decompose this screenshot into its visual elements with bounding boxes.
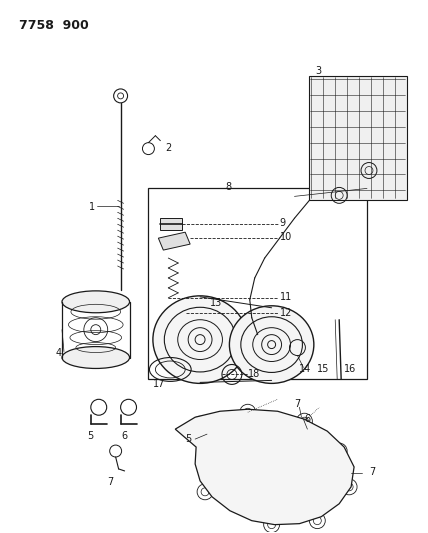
Text: 11: 11: [279, 292, 292, 302]
Text: 6: 6: [304, 414, 311, 424]
Text: 5: 5: [88, 431, 94, 441]
Bar: [160, 218, 182, 230]
Text: 15: 15: [317, 365, 330, 375]
Text: 3: 3: [315, 66, 321, 76]
Text: 7: 7: [294, 399, 301, 409]
Text: 17: 17: [153, 379, 166, 390]
Text: 9: 9: [279, 218, 286, 228]
Text: 1: 1: [89, 203, 95, 212]
Text: 18: 18: [248, 369, 260, 379]
Bar: [168, 308, 186, 318]
Bar: [170, 318, 184, 322]
Bar: [149, 188, 367, 379]
Text: 7: 7: [107, 477, 114, 487]
Text: 16: 16: [344, 365, 357, 375]
Ellipse shape: [229, 306, 314, 383]
Text: 12: 12: [279, 308, 292, 318]
Ellipse shape: [62, 291, 130, 313]
Text: 7: 7: [369, 467, 375, 477]
Text: 10: 10: [279, 232, 292, 242]
Ellipse shape: [62, 346, 130, 368]
Text: 7758  900: 7758 900: [19, 19, 89, 33]
Text: 2: 2: [165, 143, 172, 152]
Text: 5: 5: [185, 434, 191, 444]
Text: 8: 8: [225, 182, 231, 192]
Text: 13: 13: [210, 298, 222, 308]
Text: 14: 14: [300, 365, 312, 375]
Text: 6: 6: [122, 431, 128, 441]
Text: 4: 4: [56, 348, 62, 358]
Polygon shape: [158, 232, 190, 250]
Polygon shape: [175, 409, 354, 524]
Ellipse shape: [153, 296, 247, 383]
Bar: [309, 76, 407, 200]
